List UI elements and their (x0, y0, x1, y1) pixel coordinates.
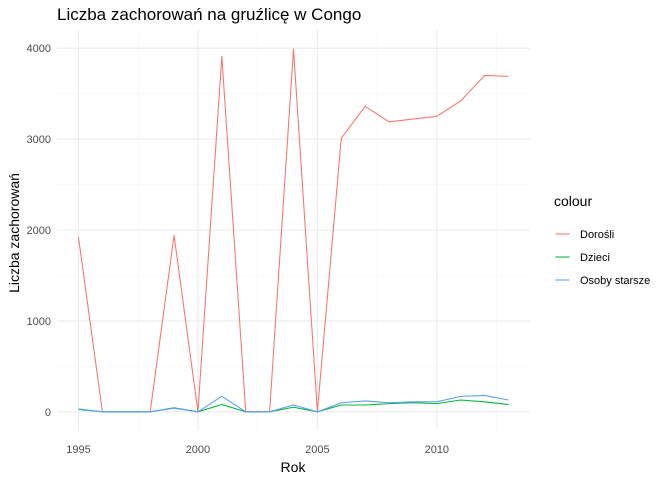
legend-label: Osoby starsze (580, 275, 650, 287)
x-tick-label: 2010 (425, 444, 449, 456)
y-tick-label: 3000 (27, 134, 51, 146)
legend-label: Dzieci (580, 252, 610, 264)
minor-gridlines (57, 30, 530, 430)
legend-title: colour (554, 193, 592, 209)
x-tick-label: 2005 (305, 444, 329, 456)
chart-title: Liczba zachorowań na gruźlicę w Congo (57, 5, 361, 24)
y-axis-title: Liczba zachorowań (6, 173, 22, 293)
x-axis-ticks: 1995 2000 2005 2010 (66, 444, 449, 456)
y-tick-label: 0 (45, 407, 51, 419)
series-lines (77, 48, 509, 413)
y-tick-label: 4000 (27, 43, 51, 55)
series-line-3 (78, 394, 509, 413)
x-axis-title: Rok (281, 459, 307, 475)
x-tick-label: 1995 (66, 444, 90, 456)
x-tick-label: 2000 (186, 444, 210, 456)
y-axis-ticks: 0 1000 2000 3000 4000 (27, 43, 51, 419)
y-tick-label: 2000 (27, 225, 51, 237)
y-tick-label: 1000 (27, 316, 51, 328)
major-gridlines (57, 30, 530, 430)
legend-label: Dorośli (580, 229, 614, 241)
legend: colour Dorośli Dzieci Osoby starsze (554, 193, 650, 288)
series-line-2 (78, 399, 509, 413)
